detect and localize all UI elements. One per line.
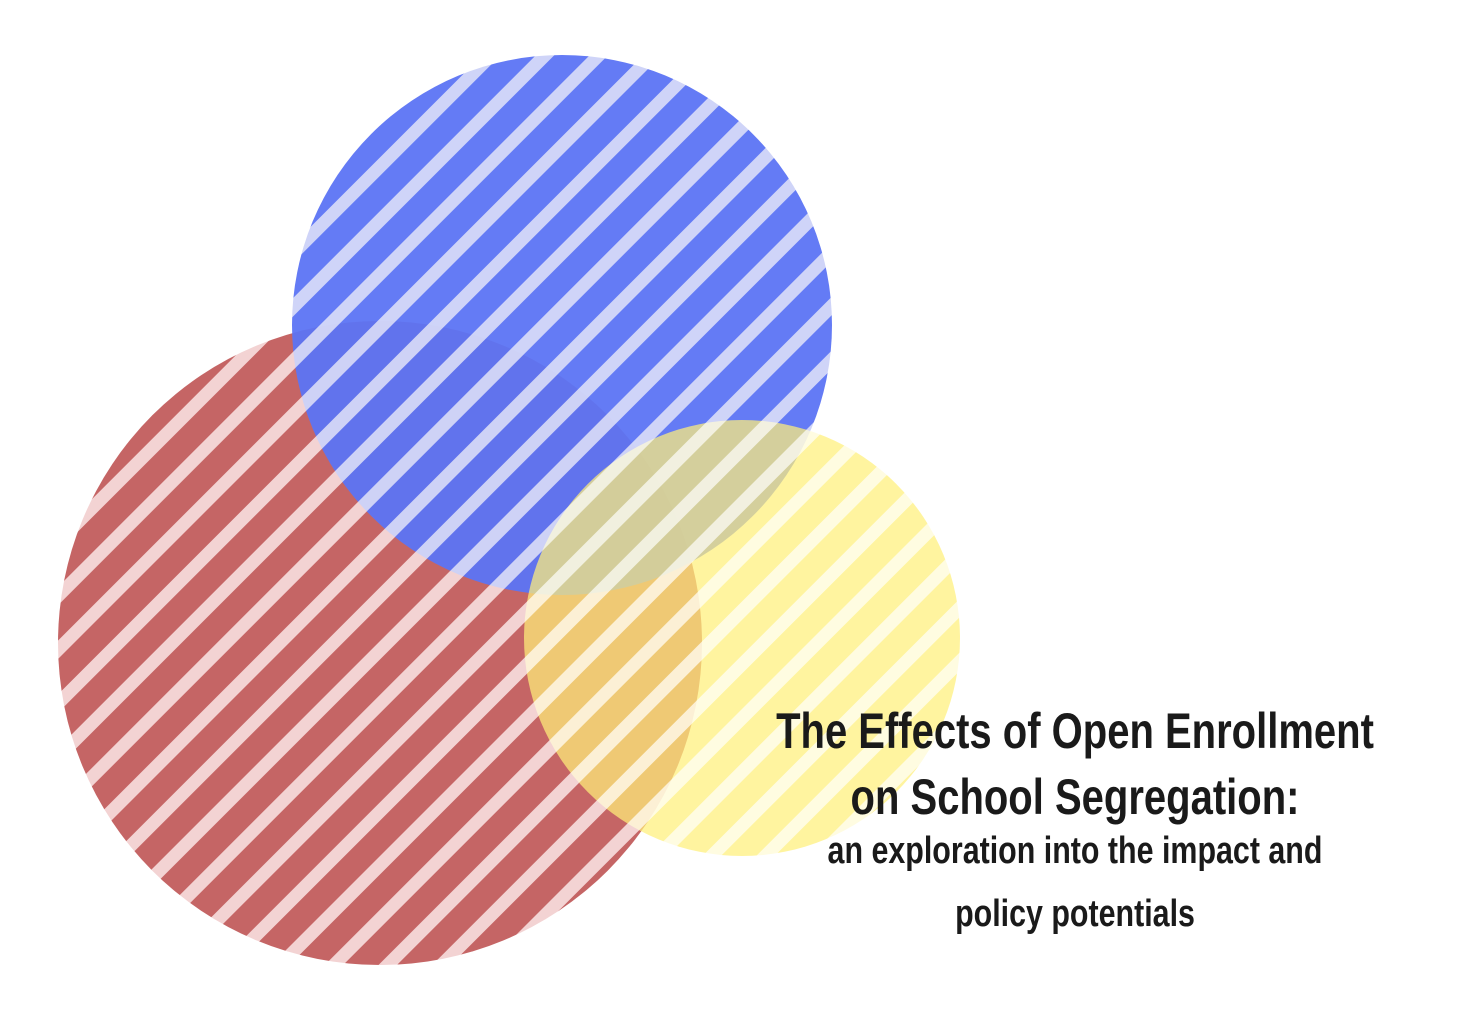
title-line: The Effects of Open Enrollment	[776, 703, 1374, 759]
subtitle-line: an exploration into the impact and	[827, 830, 1323, 872]
subtitle-line: policy potentials	[955, 893, 1195, 935]
title-line: on School Segregation:	[850, 769, 1300, 825]
yellow-circle	[524, 420, 960, 856]
